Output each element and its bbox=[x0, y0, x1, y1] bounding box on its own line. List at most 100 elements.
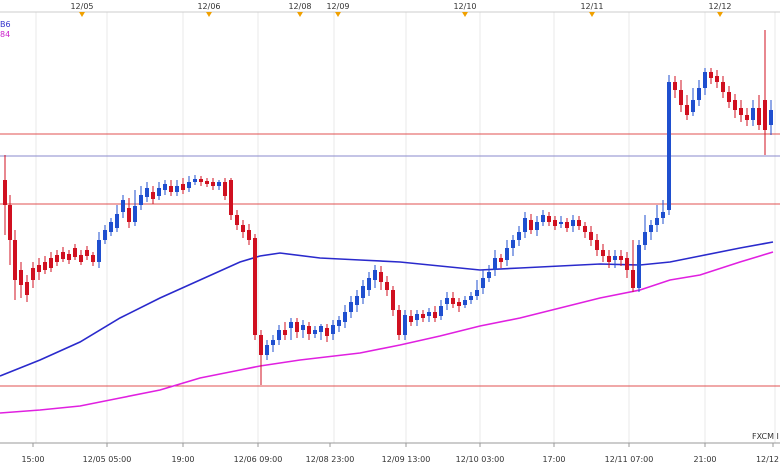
candle[interactable] bbox=[649, 220, 653, 240]
candle[interactable] bbox=[181, 178, 185, 194]
candle[interactable] bbox=[565, 218, 569, 232]
candle[interactable] bbox=[577, 216, 581, 230]
candle[interactable] bbox=[397, 305, 401, 340]
candle[interactable] bbox=[487, 265, 491, 282]
candle[interactable] bbox=[745, 108, 749, 126]
candle[interactable] bbox=[379, 266, 383, 290]
candle[interactable] bbox=[415, 310, 419, 326]
candle[interactable] bbox=[559, 216, 563, 228]
candle[interactable] bbox=[235, 210, 239, 230]
candle[interactable] bbox=[283, 322, 287, 340]
candle[interactable] bbox=[643, 215, 647, 250]
candle[interactable] bbox=[205, 178, 209, 187]
candle[interactable] bbox=[289, 318, 293, 340]
candle[interactable] bbox=[505, 240, 509, 266]
candle[interactable] bbox=[739, 100, 743, 122]
candle[interactable] bbox=[769, 100, 773, 135]
candle[interactable] bbox=[103, 225, 107, 244]
candle[interactable] bbox=[373, 265, 377, 288]
candle[interactable] bbox=[637, 240, 641, 292]
candle[interactable] bbox=[133, 190, 137, 226]
candle[interactable] bbox=[457, 298, 461, 312]
candle[interactable] bbox=[661, 200, 665, 224]
candle[interactable] bbox=[541, 210, 545, 226]
candle[interactable] bbox=[433, 306, 437, 322]
candle[interactable] bbox=[607, 250, 611, 268]
candle[interactable] bbox=[439, 300, 443, 320]
candle[interactable] bbox=[589, 226, 593, 246]
candle[interactable] bbox=[19, 262, 23, 298]
candle[interactable] bbox=[97, 232, 101, 268]
candle[interactable] bbox=[115, 205, 119, 232]
candle[interactable] bbox=[85, 246, 89, 260]
candle[interactable] bbox=[481, 270, 485, 294]
candle[interactable] bbox=[331, 320, 335, 340]
candle[interactable] bbox=[325, 324, 329, 342]
candle[interactable] bbox=[631, 240, 635, 292]
candle[interactable] bbox=[673, 76, 677, 98]
candle[interactable] bbox=[31, 262, 35, 288]
candle[interactable] bbox=[277, 325, 281, 345]
candle[interactable] bbox=[247, 224, 251, 245]
candle[interactable] bbox=[625, 252, 629, 278]
candle[interactable] bbox=[157, 182, 161, 200]
candle[interactable] bbox=[517, 226, 521, 246]
candle[interactable] bbox=[721, 76, 725, 98]
candle[interactable] bbox=[229, 178, 233, 220]
candle[interactable] bbox=[685, 95, 689, 120]
candle[interactable] bbox=[427, 308, 431, 322]
candle[interactable] bbox=[763, 30, 767, 155]
candle[interactable] bbox=[43, 256, 47, 274]
candle[interactable] bbox=[583, 222, 587, 238]
candle[interactable] bbox=[679, 80, 683, 112]
candle[interactable] bbox=[307, 322, 311, 340]
candle[interactable] bbox=[337, 316, 341, 332]
candle[interactable] bbox=[727, 86, 731, 108]
candle[interactable] bbox=[319, 324, 323, 340]
candle[interactable] bbox=[469, 292, 473, 304]
candle[interactable] bbox=[697, 80, 701, 106]
candle[interactable] bbox=[499, 254, 503, 268]
candle[interactable] bbox=[163, 180, 167, 195]
candle[interactable] bbox=[463, 296, 467, 308]
candle[interactable] bbox=[223, 178, 227, 200]
candle[interactable] bbox=[709, 68, 713, 84]
candle[interactable] bbox=[571, 215, 575, 232]
candle[interactable] bbox=[391, 286, 395, 316]
candle[interactable] bbox=[67, 250, 71, 264]
candle[interactable] bbox=[211, 178, 215, 190]
candle[interactable] bbox=[523, 212, 527, 238]
candle[interactable] bbox=[667, 75, 671, 215]
candle[interactable] bbox=[169, 180, 173, 196]
candle[interactable] bbox=[259, 330, 263, 385]
candle[interactable] bbox=[355, 290, 359, 312]
candle[interactable] bbox=[511, 235, 515, 256]
candle[interactable] bbox=[403, 310, 407, 340]
candle[interactable] bbox=[91, 252, 95, 266]
candle[interactable] bbox=[199, 176, 203, 186]
candle[interactable] bbox=[61, 247, 65, 262]
candle[interactable] bbox=[703, 68, 707, 95]
candle[interactable] bbox=[595, 234, 599, 256]
candle[interactable] bbox=[421, 310, 425, 322]
candle[interactable] bbox=[361, 280, 365, 304]
candle[interactable] bbox=[535, 216, 539, 236]
candle[interactable] bbox=[451, 292, 455, 308]
candle[interactable] bbox=[271, 335, 275, 352]
candle[interactable] bbox=[8, 195, 12, 265]
candle[interactable] bbox=[37, 258, 41, 280]
candle[interactable] bbox=[295, 318, 299, 338]
candle[interactable] bbox=[655, 205, 659, 232]
candle[interactable] bbox=[217, 180, 221, 190]
candle[interactable] bbox=[349, 296, 353, 318]
candle[interactable] bbox=[73, 244, 77, 260]
candle[interactable] bbox=[343, 305, 347, 328]
candle[interactable] bbox=[613, 250, 617, 268]
candle[interactable] bbox=[547, 212, 551, 226]
candle[interactable] bbox=[25, 275, 29, 302]
candle[interactable] bbox=[265, 340, 269, 360]
candle[interactable] bbox=[193, 175, 197, 185]
candle[interactable] bbox=[553, 216, 557, 230]
